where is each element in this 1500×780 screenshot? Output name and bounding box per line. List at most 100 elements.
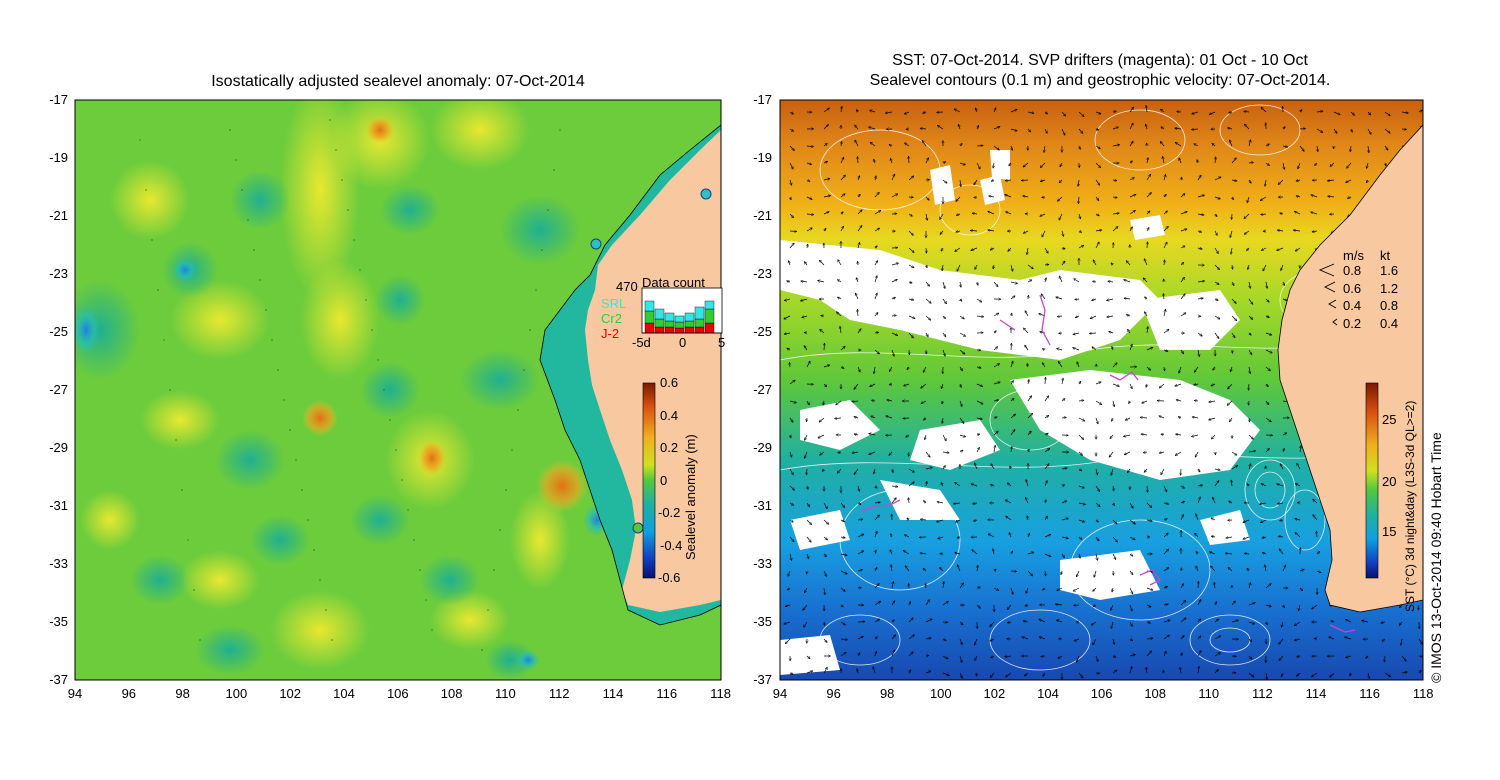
velocity-arrow — [1009, 532, 1011, 538]
velocity-arrow — [1231, 180, 1237, 181]
velocity-arrow — [939, 213, 944, 220]
velocity-arrow — [1061, 261, 1065, 266]
velocity-arrow — [1311, 672, 1318, 677]
velocity-arrow — [1127, 468, 1131, 473]
data-count-bar — [654, 318, 665, 328]
velocity-arrow — [857, 366, 860, 372]
velocity-arrow — [790, 553, 792, 561]
right-ytick-8: -33 — [753, 556, 772, 571]
velocity-arrow — [1316, 571, 1321, 573]
velocity-arrow — [1112, 127, 1119, 130]
velocity-arrow — [1213, 366, 1215, 370]
velocity-arrow — [925, 467, 933, 469]
velocity-arrow — [1249, 582, 1251, 589]
velocity-arrow — [1061, 537, 1068, 539]
velocity-arrow — [1010, 264, 1013, 271]
velocity-arrow — [942, 332, 946, 337]
velocity-arrow — [1079, 145, 1081, 150]
velocity-arrow — [1112, 519, 1117, 524]
right-xtick-11: 116 — [1359, 686, 1380, 701]
velocity-arrow — [1280, 213, 1284, 214]
velocity-arrow — [908, 332, 914, 338]
velocity-arrow — [1230, 366, 1232, 372]
velocity-arrow — [1418, 109, 1423, 112]
velocity-arrow — [1147, 242, 1148, 249]
velocity-arrow — [1232, 281, 1235, 286]
velocity-arrow — [1039, 637, 1046, 640]
velocity-arrow — [1283, 281, 1286, 286]
velocity-arrow — [1283, 448, 1284, 453]
velocity-arrow — [1196, 566, 1199, 572]
velocity-arrow — [1231, 298, 1236, 304]
velocity-arrow — [1279, 655, 1284, 661]
right-ytick-1: -19 — [753, 150, 772, 165]
velocity-arrow — [1073, 333, 1080, 335]
velocity-arrow — [891, 650, 895, 657]
velocity-arrow — [1180, 294, 1185, 300]
velocity-arrow — [942, 349, 945, 356]
velocity-arrow — [1195, 533, 1199, 538]
velocity-arrow — [925, 434, 926, 440]
velocity-arrow — [973, 520, 978, 521]
velocity-arrow — [1111, 468, 1114, 476]
velocity-arrow — [1129, 141, 1134, 147]
right-title-line2: Sealevel contours (0.1 m) and geostrophi… — [869, 72, 1331, 89]
sst-colorbar-tick-2: 15 — [1382, 524, 1397, 539]
velocity-arrow — [993, 312, 999, 317]
data-count-bar — [694, 318, 705, 328]
velocity-arrow — [954, 482, 961, 487]
velocity-arrow — [789, 213, 794, 218]
velocity-arrow — [1197, 298, 1204, 299]
velocity-arrow — [1091, 299, 1097, 301]
velocity-arrow — [823, 211, 829, 215]
velocity-arrow — [1248, 162, 1254, 163]
velocity-arrow — [1045, 570, 1046, 576]
velocity-arrow — [1140, 417, 1148, 418]
velocity-arrow — [1180, 618, 1186, 623]
velocity-arrow — [942, 264, 943, 271]
velocity-arrow — [1230, 230, 1233, 238]
data-count-bar — [664, 320, 675, 328]
velocity-arrow — [801, 281, 808, 282]
velocity-arrow — [976, 587, 981, 588]
velocity-arrow — [840, 326, 841, 334]
left-map — [74, 99, 723, 681]
velocity-arrow — [807, 244, 808, 249]
velocity-arrow — [1146, 174, 1151, 181]
velocity-arrow — [1010, 128, 1017, 131]
velocity-arrow — [854, 383, 859, 390]
velocity-arrow — [1279, 638, 1284, 644]
velocity-arrow — [1123, 280, 1131, 283]
velocity-arrow — [993, 347, 998, 351]
right-xtick-12: 118 — [1412, 686, 1434, 701]
velocity-arrow — [823, 383, 827, 387]
velocity-arrow — [857, 550, 864, 555]
velocity-arrow — [1107, 316, 1114, 317]
velocity-arrow — [990, 672, 995, 678]
sst-field — [780, 100, 1423, 680]
velocity-arrow — [905, 566, 910, 572]
velocity-arrow — [922, 140, 927, 147]
velocity-arrow — [1027, 112, 1034, 113]
velocity-arrow — [1333, 128, 1337, 134]
velocity-arrow — [1095, 400, 1102, 405]
velocity-arrow — [1112, 553, 1117, 560]
velocity-arrow — [1179, 366, 1182, 373]
left-ytick-7: -31 — [49, 498, 68, 513]
right-xtick-3: 100 — [929, 686, 952, 701]
velocity-arrow — [1368, 145, 1369, 153]
velocity-arrow — [1023, 621, 1029, 622]
velocity-arrow — [908, 315, 915, 319]
velocity-arrow — [1010, 414, 1016, 419]
data-count-bar — [644, 322, 655, 334]
velocity-arrow — [823, 108, 830, 113]
velocity-arrow — [836, 400, 842, 405]
velocity-legend-ms-header: m/s — [1343, 248, 1364, 263]
velocity-arrow — [819, 451, 825, 455]
velocity-arrow — [891, 349, 894, 357]
velocity-arrow — [1215, 602, 1218, 606]
velocity-arrow — [1044, 553, 1051, 557]
velocity-arrow — [857, 210, 862, 215]
velocity-arrow — [1191, 129, 1199, 130]
velocity-arrow — [976, 298, 982, 303]
